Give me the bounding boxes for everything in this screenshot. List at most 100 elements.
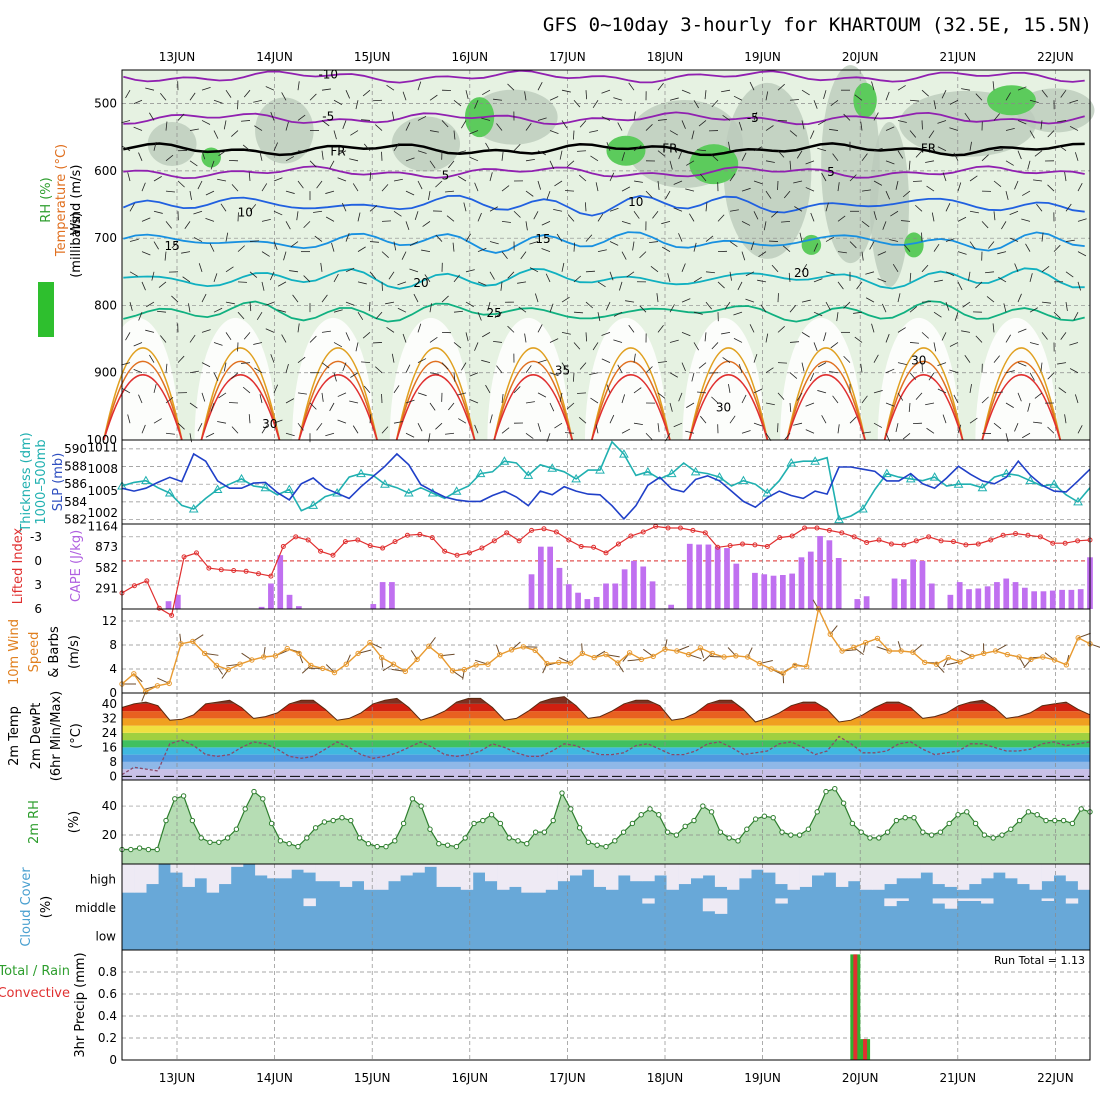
wind-barb [903, 244, 911, 252]
li-marker [740, 541, 746, 547]
li-marker [1013, 531, 1019, 537]
wind-barb [765, 125, 774, 131]
wind-barb [1033, 179, 1043, 182]
cape-bar [807, 551, 814, 609]
wind-barb [297, 323, 300, 333]
wind-barb [829, 625, 838, 635]
wind-barb [711, 99, 719, 108]
wind-barb [799, 232, 803, 242]
rh-marker [506, 835, 512, 841]
pressure-tick: 1000 [86, 433, 117, 447]
wind-barb [933, 311, 942, 318]
wind-barb [1069, 368, 1079, 374]
cape-tick: 873 [95, 540, 118, 554]
wind-barb [925, 402, 935, 406]
wind-barb [933, 243, 940, 252]
wind-barb [745, 271, 755, 277]
wind-barb [573, 100, 581, 108]
wind-barb [297, 180, 304, 189]
temp-tick: 24 [102, 726, 117, 740]
high-cloud-gap [654, 864, 667, 876]
contour-label: FR [330, 145, 345, 159]
wind-barb [265, 328, 275, 333]
wind-barb [1009, 237, 1019, 242]
contour-label: 15 [535, 232, 550, 246]
wind-barb [657, 180, 660, 190]
high-cloud-gap [848, 864, 861, 882]
wind-barb [1064, 414, 1067, 424]
rh-marker [163, 817, 169, 824]
warm-contour [298, 360, 378, 441]
li-marker [665, 525, 671, 531]
wind-barb [861, 251, 864, 261]
wind-barb [529, 241, 539, 245]
wind-barb [738, 364, 743, 373]
wind-barb [259, 394, 263, 404]
rh-marker [805, 826, 812, 832]
wind-barb [223, 362, 227, 372]
rh-marker [154, 846, 160, 853]
rh-pct-label: (%) [67, 811, 82, 834]
wind-barb [849, 241, 857, 249]
wind-barb [897, 641, 902, 652]
rh-marker [726, 835, 732, 841]
wind-barb [270, 111, 275, 121]
wind-barb [153, 418, 162, 424]
middle-cloud-gap [714, 898, 728, 914]
li-marker [1062, 540, 1068, 546]
wind-barb [873, 112, 879, 121]
wind-barb [357, 212, 361, 222]
cape-bar [295, 606, 302, 609]
rh-marker [612, 838, 618, 844]
wind-barb [261, 425, 268, 434]
wind-barb [141, 281, 146, 291]
wind-barb [926, 185, 935, 192]
contour-label: 10 [628, 195, 643, 209]
wind-barb [553, 209, 563, 212]
wind-barb [309, 160, 317, 168]
wind-barb [722, 357, 731, 363]
wind-barb [138, 394, 143, 404]
wind-barb [417, 180, 423, 190]
wind-barb [231, 426, 239, 434]
wind-speed-marker [390, 661, 397, 667]
wind-barb [789, 305, 797, 313]
wind-barb [585, 90, 588, 100]
wind-barb [921, 264, 929, 273]
wind-barb [1041, 265, 1050, 273]
wind-barb [733, 95, 743, 101]
high-cloud-gap [618, 864, 631, 876]
wind-speed-marker [615, 660, 621, 666]
wind-barb [153, 141, 157, 151]
wind-barb [572, 372, 575, 382]
wind-barb [691, 372, 695, 382]
high-cloud-gap [376, 864, 389, 890]
wind-barb [362, 332, 371, 339]
wind-barb [942, 172, 947, 182]
wind-barb [1003, 303, 1007, 313]
wind-barb [240, 362, 251, 364]
date-label-top: 13JUN [159, 50, 196, 64]
rh-marker [268, 820, 275, 827]
precip-convective-bar [853, 954, 858, 1060]
rh-marker [480, 817, 486, 824]
wind-speed-marker [981, 650, 987, 657]
wind-speed-marker [1028, 656, 1034, 663]
wind-frame [121, 608, 1091, 694]
rh-marker [453, 843, 460, 850]
li-marker [752, 542, 758, 548]
chart-title: GFS 0~10day 3-hourly for KHARTOUM (32.5E… [543, 14, 1092, 36]
wind-barb [705, 301, 712, 310]
li-marker [615, 541, 621, 547]
wind-barb [201, 150, 206, 160]
wind-barb [225, 266, 234, 273]
wind-barb [469, 156, 479, 162]
wind-barb [1005, 433, 1009, 443]
wind-barb [242, 386, 251, 394]
wind-barb [566, 402, 575, 410]
middle-cloud-gap [896, 898, 909, 901]
wind-barb [993, 355, 1000, 363]
wind-barb [321, 294, 328, 303]
wind-speed-marker [414, 656, 420, 663]
